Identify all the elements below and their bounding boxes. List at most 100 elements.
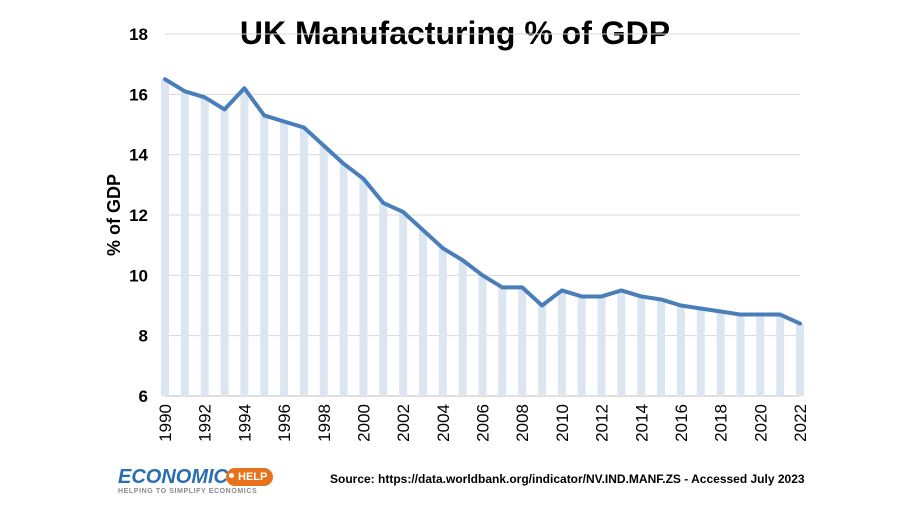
- x-tick-label: 2014: [632, 404, 651, 442]
- year-bar: [637, 296, 646, 396]
- year-bar: [359, 178, 368, 396]
- data-point: [163, 77, 167, 81]
- y-tick-label: 12: [129, 206, 148, 225]
- x-tick-label: 1998: [315, 404, 334, 442]
- year-bar: [478, 275, 487, 396]
- year-bar: [379, 202, 388, 396]
- y-axis-ticks: 6 8 10 12 14 16 18: [129, 25, 148, 406]
- data-point: [322, 144, 326, 148]
- logo-word: ECONOMICS: [118, 466, 242, 488]
- x-tick-label: 2018: [712, 404, 731, 442]
- data-point: [758, 313, 762, 317]
- year-bar: [577, 296, 586, 396]
- year-bar: [438, 248, 447, 396]
- data-point: [719, 310, 723, 314]
- data-point: [461, 258, 465, 262]
- year-bar: [676, 305, 685, 396]
- data-point: [381, 201, 385, 205]
- year-bar: [538, 305, 547, 396]
- data-point: [421, 228, 425, 232]
- x-tick-label: 2000: [354, 404, 373, 442]
- year-bar: [498, 287, 507, 396]
- data-point: [401, 210, 405, 214]
- data-point: [203, 95, 207, 99]
- year-bar: [280, 121, 289, 396]
- x-tick-label: 1992: [196, 404, 215, 442]
- y-tick-label: 8: [139, 327, 148, 346]
- year-bar: [180, 91, 189, 397]
- year-bar: [240, 88, 249, 397]
- source-note: Source: https://data.worldbank.org/indic…: [330, 472, 805, 486]
- series-group: [163, 77, 802, 326]
- data-point: [540, 304, 544, 307]
- year-bars: [161, 79, 804, 397]
- data-point: [659, 297, 663, 301]
- chart-title: UK Manufacturing % of GDP: [240, 15, 670, 51]
- year-bar: [418, 230, 427, 396]
- x-tick-label: 2008: [513, 404, 532, 442]
- x-tick-label: 2016: [672, 404, 691, 442]
- y-axis-label: % of GDP: [104, 174, 124, 256]
- year-bar: [756, 314, 765, 396]
- year-bar: [736, 314, 745, 396]
- data-point: [520, 285, 524, 289]
- data-point: [302, 126, 306, 130]
- x-tick-label: 1996: [275, 404, 294, 442]
- year-bar: [220, 109, 229, 397]
- x-tick-label: 2020: [751, 404, 770, 442]
- x-tick-label: 2004: [434, 404, 453, 442]
- x-tick-label: 1990: [156, 404, 175, 442]
- year-bar: [617, 290, 626, 396]
- x-tick-label: 2012: [593, 404, 612, 442]
- y-tick-label: 6: [139, 387, 148, 406]
- logo-tagline: HELPING TO SIMPLIFY ECONOMICS: [118, 488, 258, 495]
- data-point: [600, 294, 604, 298]
- data-point: [441, 246, 445, 250]
- data-point: [619, 288, 623, 292]
- data-point: [361, 177, 365, 181]
- data-point: [242, 86, 246, 90]
- data-point: [282, 119, 286, 123]
- y-tick-label: 10: [129, 266, 148, 285]
- data-point: [500, 285, 504, 289]
- x-tick-label: 2022: [791, 404, 810, 442]
- year-bar: [319, 145, 328, 396]
- year-bar: [260, 115, 269, 396]
- y-tick-label: 18: [129, 25, 148, 44]
- data-point: [481, 273, 484, 277]
- x-tick-label: 1994: [235, 404, 254, 442]
- data-point: [699, 307, 703, 311]
- year-bar: [776, 314, 785, 396]
- x-tick-label: 2010: [553, 404, 572, 442]
- logo-badge: HELP: [226, 468, 274, 486]
- year-bar: [200, 97, 209, 396]
- data-point: [679, 304, 683, 307]
- data-point: [342, 162, 346, 166]
- year-bar: [161, 79, 169, 396]
- x-tick-label: 2002: [394, 404, 413, 442]
- data-point: [738, 313, 742, 317]
- year-bar: [796, 323, 804, 396]
- data-point: [262, 113, 266, 117]
- data-point: [183, 89, 187, 93]
- economics-help-logo: ECONOMICS HELP HELPING TO SIMPLIFY ECONO…: [118, 466, 288, 500]
- data-point: [580, 294, 584, 298]
- year-bar: [696, 308, 705, 396]
- y-tick-label: 16: [129, 85, 148, 104]
- year-bar: [597, 296, 606, 396]
- x-tick-label: 2006: [474, 404, 493, 442]
- data-point: [560, 288, 564, 292]
- data-point: [223, 107, 227, 111]
- year-bar: [458, 260, 467, 396]
- year-bar: [299, 127, 308, 397]
- data-point: [639, 294, 643, 298]
- year-bar: [716, 311, 725, 396]
- x-axis-ticks: 1990 1992 1994 1996 1998 2000 2002 2004 2006 2008…: [156, 404, 810, 442]
- year-bar: [518, 287, 527, 396]
- data-point: [778, 313, 782, 317]
- data-point: [798, 322, 802, 326]
- year-bar: [657, 299, 666, 396]
- year-bar: [339, 163, 348, 396]
- y-tick-label: 14: [129, 146, 148, 165]
